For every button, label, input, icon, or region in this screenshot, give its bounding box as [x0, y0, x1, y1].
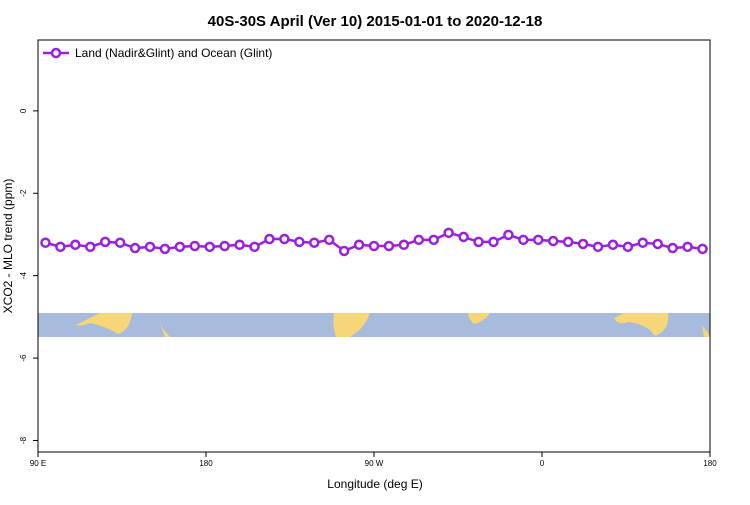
- map-strip: [38, 313, 710, 337]
- y-tick-label: 0: [19, 108, 28, 113]
- y-tick-label: -6: [19, 354, 28, 362]
- point: [518, 234, 529, 246]
- x-tick-label: 90 W: [365, 459, 384, 468]
- x-axis-label: Longitude (deg E): [327, 477, 422, 491]
- point: [592, 241, 604, 253]
- point: [667, 242, 678, 254]
- point: [174, 241, 186, 253]
- chart-title: 40S-30S April (Ver 10) 2015-01-01 to 202…: [208, 13, 543, 30]
- point: [99, 236, 111, 248]
- point: [189, 240, 201, 252]
- point: [144, 241, 156, 253]
- point: [129, 242, 141, 254]
- point: [697, 243, 708, 255]
- x-tick-label: 90 E: [30, 459, 46, 468]
- point: [503, 229, 514, 241]
- point: [547, 235, 559, 247]
- point: [85, 241, 96, 253]
- point: [562, 236, 574, 248]
- point: [55, 241, 66, 253]
- point: [443, 227, 454, 239]
- point: [533, 234, 544, 246]
- point: [279, 233, 290, 245]
- point: [428, 234, 439, 246]
- point: [637, 237, 649, 248]
- legend-label: Land (Nadir&Glint) and Ocean (Glint): [75, 46, 272, 60]
- point: [488, 236, 499, 248]
- point: [294, 236, 305, 248]
- point: [323, 234, 335, 246]
- point: [682, 241, 693, 253]
- point: [234, 239, 245, 251]
- point: [40, 237, 51, 248]
- point: [368, 240, 380, 252]
- x-tick-label: 180: [199, 459, 213, 468]
- point: [473, 236, 484, 248]
- point: [264, 233, 275, 245]
- point: [219, 240, 230, 252]
- x-tick-label: 0: [540, 459, 545, 468]
- point: [114, 237, 126, 248]
- point: [577, 238, 589, 250]
- y-tick-label: -2: [19, 189, 28, 197]
- x-tick-label: 180: [703, 459, 717, 468]
- point: [159, 243, 171, 255]
- point: [622, 241, 634, 253]
- point: [383, 240, 395, 252]
- y-axis-label: XCO2 - MLO trend (ppm): [1, 179, 15, 314]
- point: [70, 239, 81, 251]
- point: [249, 241, 260, 253]
- y-tick-label: -8: [19, 436, 28, 444]
- point: [309, 237, 320, 248]
- legend-marker: [50, 47, 62, 59]
- point: [652, 238, 663, 250]
- point: [413, 234, 425, 246]
- point: [607, 239, 619, 251]
- point: [338, 245, 350, 257]
- point: [353, 239, 365, 251]
- point: [204, 241, 215, 253]
- y-tick-label: -4: [19, 272, 28, 280]
- point: [458, 231, 469, 243]
- point: [398, 239, 410, 251]
